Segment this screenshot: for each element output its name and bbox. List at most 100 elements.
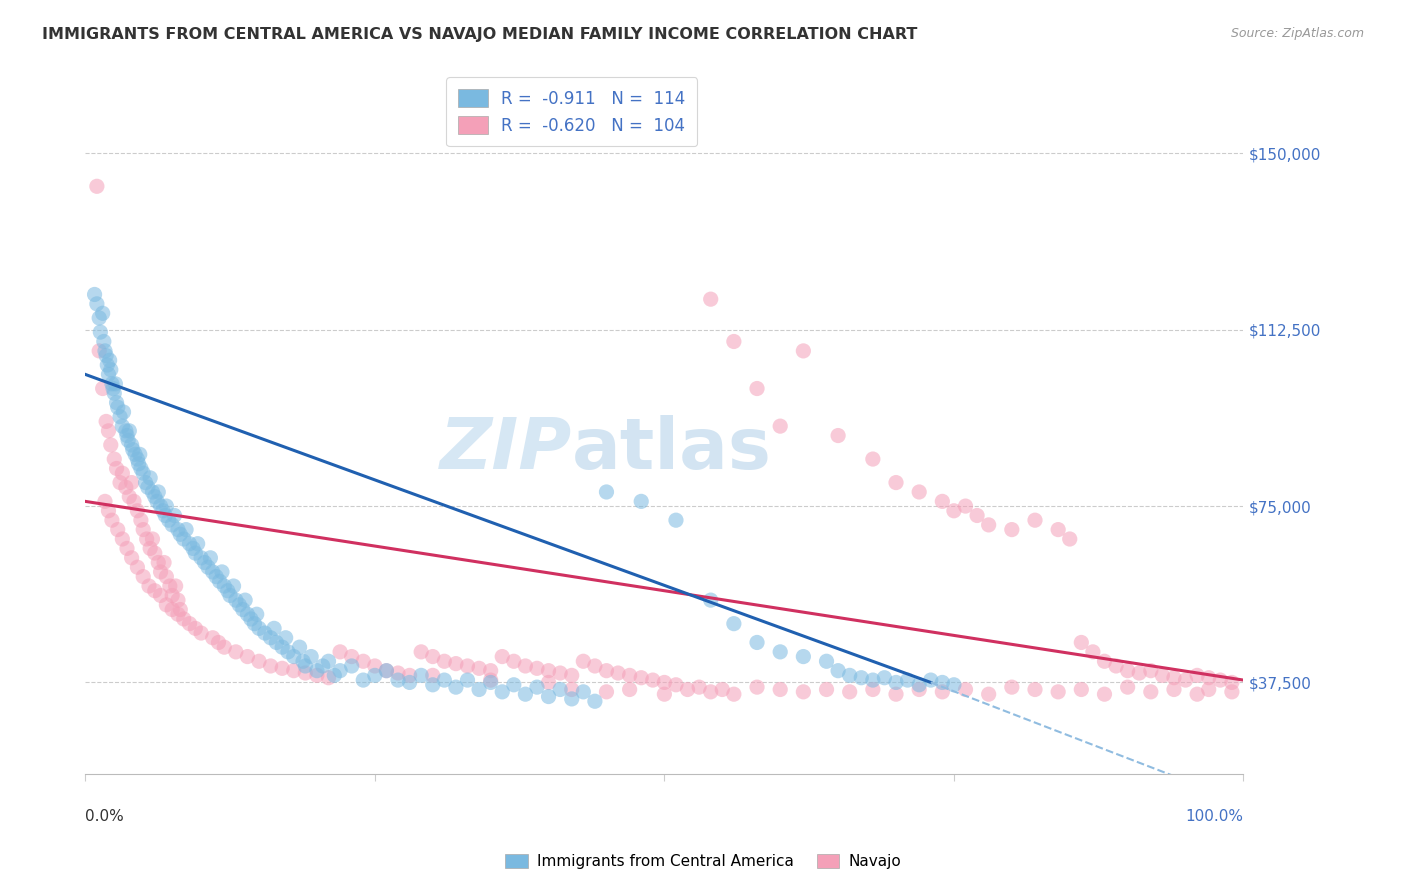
Point [931,675,953,690]
Point [305,668,328,682]
Point [219,589,242,603]
Point [479,673,502,687]
Point [259,631,281,645]
Point [174,523,197,537]
Point [1001,680,1024,694]
Point [187,537,209,551]
Point [433,673,456,687]
Point [411,668,433,682]
Text: 0.0%: 0.0% [86,809,124,823]
Point [136,480,159,494]
Point [121,438,143,452]
Point [1163,682,1185,697]
Point [711,682,734,697]
Point [155,499,177,513]
Point [977,517,1000,532]
Point [931,494,953,508]
Point [723,616,745,631]
Point [1081,645,1104,659]
Point [132,466,155,480]
Point [1047,523,1070,537]
Point [977,687,1000,701]
Text: atlas: atlas [572,415,772,483]
Point [184,621,207,635]
Point [121,442,143,457]
Point [305,664,328,678]
Point [375,664,398,678]
Point [121,475,143,490]
Point [122,494,145,508]
Point [862,673,884,687]
Point [288,640,311,655]
Point [246,607,269,622]
Point [827,428,849,442]
Point [94,343,117,358]
Point [101,382,124,396]
Point [101,513,124,527]
Point [266,635,288,649]
Point [155,508,177,523]
Point [160,589,183,603]
Point [884,687,907,701]
Point [340,659,363,673]
Point [157,513,180,527]
Point [155,598,177,612]
Point [1220,685,1243,699]
Point [111,466,134,480]
Point [108,475,131,490]
Point [114,424,136,438]
Point [862,682,884,697]
Point [214,640,236,655]
Point [1163,671,1185,685]
Point [149,589,172,603]
Text: ZIP: ZIP [440,415,572,483]
Point [665,678,688,692]
Point [502,678,524,692]
Point [294,666,316,681]
Point [456,673,478,687]
Point [155,569,177,583]
Point [1047,685,1070,699]
Point [149,499,172,513]
Point [181,541,204,556]
Point [699,685,721,699]
Point [537,675,560,690]
Point [111,532,134,546]
Point [114,480,136,494]
Point [561,682,583,697]
Point [838,685,860,699]
Point [1152,668,1174,682]
Point [699,292,721,306]
Point [236,607,259,622]
Point [955,682,977,697]
Point [153,556,176,570]
Point [942,678,965,692]
Point [190,626,212,640]
Point [491,649,513,664]
Point [897,673,920,687]
Point [129,513,152,527]
Point [884,475,907,490]
Point [205,569,228,583]
Point [225,593,247,607]
Point [217,583,239,598]
Point [105,461,128,475]
Point [942,504,965,518]
Point [411,645,433,659]
Point [127,560,149,574]
Point [1094,687,1116,701]
Point [1105,659,1128,673]
Point [239,612,262,626]
Point [548,666,571,681]
Point [1116,664,1139,678]
Point [699,593,721,607]
Point [201,565,224,579]
Point [908,678,931,692]
Point [1220,675,1243,690]
Point [107,523,129,537]
Point [228,598,250,612]
Point [118,424,141,438]
Point [398,668,420,682]
Point [127,504,149,518]
Point [190,550,212,565]
